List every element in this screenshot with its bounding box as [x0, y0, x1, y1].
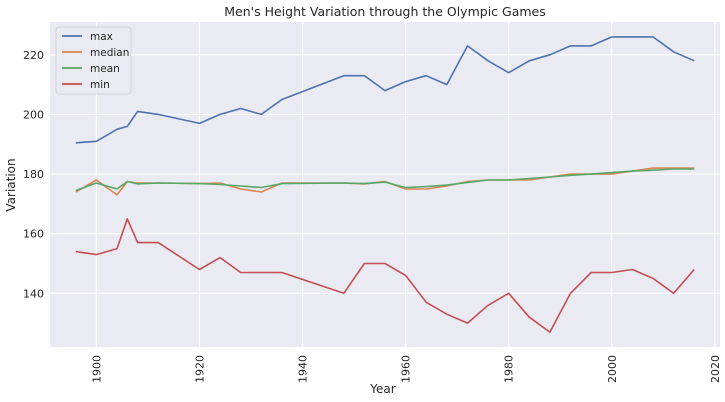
x-tick-label: 1940: [297, 355, 310, 383]
x-tick-label: 1900: [90, 355, 103, 383]
x-tick-label: 2020: [709, 355, 722, 383]
series-line-mean: [75, 168, 695, 192]
x-axis-label: Year: [369, 382, 395, 396]
legend: max median mean min: [55, 26, 132, 95]
legend-box: [55, 26, 132, 95]
x-tick-label: 1980: [503, 355, 516, 383]
y-tick-label: 140: [23, 287, 44, 300]
y-tick-label: 160: [23, 228, 44, 241]
plot-area: [50, 22, 720, 347]
series-line-max: [75, 36, 695, 144]
series-line-min: [75, 218, 695, 333]
legend-label-mean: mean: [90, 63, 120, 75]
legend-label-median: median: [90, 47, 129, 59]
x-tick-label: 2000: [606, 355, 619, 383]
legend-label-max: max: [90, 31, 113, 43]
y-tick-label: 180: [23, 168, 44, 181]
x-tick-label: 1920: [193, 355, 206, 383]
legend-label-min: min: [90, 79, 110, 91]
y-tick-label: 200: [23, 108, 44, 121]
y-tick-label: 220: [23, 49, 44, 62]
x-tick-label: 1960: [400, 355, 413, 383]
y-axis-label: Variation: [4, 158, 18, 211]
chart-title: Men's Height Variation through the Olymp…: [224, 4, 545, 19]
